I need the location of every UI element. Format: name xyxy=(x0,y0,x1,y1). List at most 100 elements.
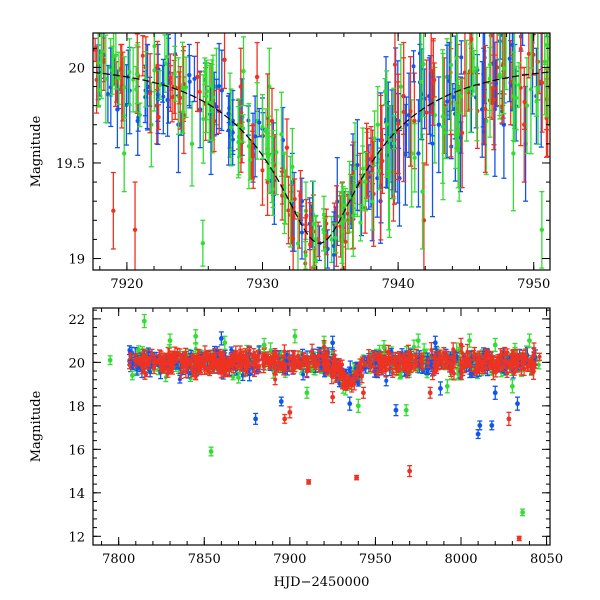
top-x-tick-label: 7940 xyxy=(382,277,415,292)
data-point-red xyxy=(414,359,420,369)
data-point-green xyxy=(133,65,139,113)
outlier-point-green xyxy=(222,335,228,350)
data-point-green xyxy=(340,186,346,270)
data-point-red xyxy=(381,358,387,369)
data-point-green xyxy=(259,94,265,160)
data-point-green xyxy=(266,115,272,195)
data-point-green xyxy=(363,151,369,212)
outlier-point-blue xyxy=(477,420,483,431)
data-point-red xyxy=(359,369,365,384)
data-point-green xyxy=(116,51,122,106)
data-point-red xyxy=(132,181,138,270)
data-point-green xyxy=(418,33,424,140)
data-point-green xyxy=(295,211,301,270)
data-point-green xyxy=(369,172,375,231)
data-point-green xyxy=(503,33,509,91)
outlier-point-green xyxy=(261,337,267,353)
data-point-red xyxy=(215,358,221,368)
data-point-red xyxy=(211,358,217,367)
data-point-red xyxy=(127,352,133,360)
data-point-red xyxy=(316,349,322,362)
data-point-red xyxy=(375,368,381,377)
top-panel-zoom: 19 19.5 20 7920 7930 7940 7950 Magnitude xyxy=(29,32,551,292)
data-point-red xyxy=(223,361,229,376)
data-point-blue xyxy=(480,33,486,128)
top-y-tick-label: 20 xyxy=(68,61,85,76)
data-point-red xyxy=(430,40,436,126)
outlier-point-green xyxy=(355,398,361,414)
outlier-point-blue xyxy=(489,420,495,431)
data-point-red xyxy=(359,356,365,364)
data-point-green xyxy=(412,123,418,193)
data-point-red xyxy=(434,362,440,370)
data-point-red xyxy=(174,347,180,358)
data-point-green xyxy=(384,70,390,178)
top-x-tick-label: 7950 xyxy=(517,277,550,292)
data-point-blue xyxy=(299,205,305,260)
data-point-green xyxy=(96,73,102,107)
data-point-red xyxy=(162,355,168,372)
data-point-green xyxy=(287,155,293,248)
data-point-red xyxy=(525,359,531,373)
data-point-red xyxy=(167,65,173,91)
data-point-red xyxy=(431,351,437,363)
data-point-red xyxy=(233,345,239,360)
data-point-blue xyxy=(187,54,193,109)
top-y-axis-label: Magnitude xyxy=(29,115,44,187)
data-point-red xyxy=(348,378,354,388)
data-point-red xyxy=(537,352,543,361)
outlier-point-red xyxy=(282,413,288,424)
outlier-point-green xyxy=(509,379,515,394)
data-point-red xyxy=(388,352,394,363)
data-point-green xyxy=(237,124,243,158)
top-x-tick-label: 7920 xyxy=(110,277,143,292)
outlier-point-red xyxy=(458,337,464,353)
data-point-green xyxy=(202,57,208,86)
outlier-point-blue xyxy=(437,381,443,396)
data-point-red xyxy=(132,354,138,368)
data-point-red xyxy=(149,348,155,360)
data-point-red xyxy=(362,361,368,368)
data-point-red xyxy=(355,368,361,381)
outlier-point-red xyxy=(287,406,293,419)
bottom-data-points xyxy=(107,313,543,542)
bottom-y-tick-label: 20 xyxy=(68,356,85,371)
outlier-point-green xyxy=(444,379,450,394)
data-point-green xyxy=(130,47,136,113)
outlier-point-green xyxy=(415,333,421,348)
bottom-y-tick-label: 22 xyxy=(68,313,85,328)
data-point-red xyxy=(440,357,446,370)
data-point-green xyxy=(228,88,234,167)
data-point-green xyxy=(98,33,104,100)
top-axes-frame xyxy=(92,32,551,271)
data-point-green xyxy=(137,102,143,128)
outlier-point-blue xyxy=(492,385,498,400)
data-point-red xyxy=(504,367,510,379)
bottom-x-tick-label: 8000 xyxy=(444,552,477,567)
data-point-red xyxy=(204,349,210,358)
data-point-red xyxy=(371,352,377,362)
data-point-green xyxy=(189,101,195,187)
data-point-red xyxy=(466,359,472,367)
data-point-red xyxy=(531,364,537,380)
data-point-blue xyxy=(191,55,197,103)
data-point-green xyxy=(246,103,252,190)
data-point-red xyxy=(458,372,464,381)
microlensing-fit-curve xyxy=(93,71,549,244)
data-point-red xyxy=(250,123,256,189)
data-point-red xyxy=(282,363,288,373)
data-point-red xyxy=(197,366,203,376)
data-point-red xyxy=(250,352,256,360)
data-point-red xyxy=(420,352,426,362)
data-point-red xyxy=(518,33,524,69)
outlier-point-red xyxy=(354,474,360,481)
data-point-green xyxy=(342,188,348,223)
data-point-green xyxy=(372,110,378,167)
data-point-red xyxy=(340,370,346,386)
data-point-red xyxy=(219,350,225,364)
data-point-green xyxy=(322,217,328,270)
outlier-point-green xyxy=(167,333,173,348)
data-point-red xyxy=(449,364,455,372)
data-point-green xyxy=(151,33,157,93)
data-point-red xyxy=(470,349,476,362)
